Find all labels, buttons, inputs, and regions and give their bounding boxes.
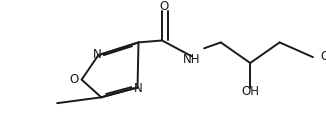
Text: N: N bbox=[93, 48, 102, 61]
Text: O: O bbox=[159, 0, 168, 13]
Text: Cl: Cl bbox=[320, 50, 326, 63]
Text: NH: NH bbox=[183, 53, 200, 66]
Text: N: N bbox=[134, 82, 142, 95]
Text: OH: OH bbox=[241, 85, 259, 98]
Text: O: O bbox=[69, 73, 78, 86]
